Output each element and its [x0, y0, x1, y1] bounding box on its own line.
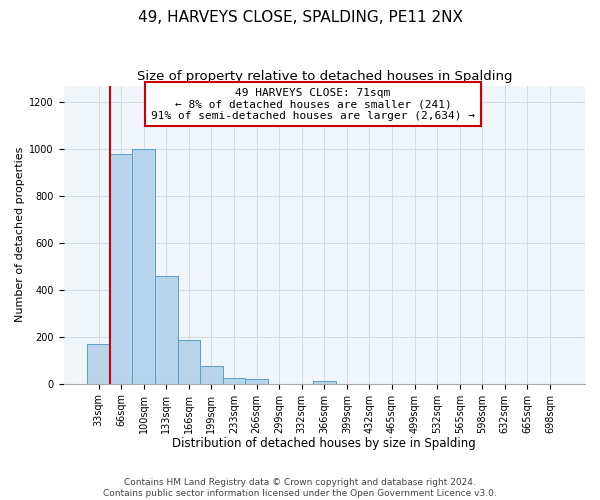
- Bar: [133, 149, 155, 384]
- Bar: [313, 382, 335, 384]
- Y-axis label: Number of detached properties: Number of detached properties: [15, 147, 25, 322]
- Bar: [155, 276, 178, 384]
- Bar: [223, 378, 245, 384]
- Text: 49 HARVEYS CLOSE: 71sqm
← 8% of detached houses are smaller (241)
91% of semi-de: 49 HARVEYS CLOSE: 71sqm ← 8% of detached…: [151, 88, 475, 121]
- Bar: [245, 379, 268, 384]
- Bar: [87, 344, 110, 384]
- Bar: [200, 366, 223, 384]
- Text: Contains HM Land Registry data © Crown copyright and database right 2024.
Contai: Contains HM Land Registry data © Crown c…: [103, 478, 497, 498]
- Text: 49, HARVEYS CLOSE, SPALDING, PE11 2NX: 49, HARVEYS CLOSE, SPALDING, PE11 2NX: [137, 10, 463, 25]
- Bar: [110, 154, 133, 384]
- Bar: [178, 340, 200, 384]
- X-axis label: Distribution of detached houses by size in Spalding: Distribution of detached houses by size …: [172, 437, 476, 450]
- Title: Size of property relative to detached houses in Spalding: Size of property relative to detached ho…: [137, 70, 512, 83]
